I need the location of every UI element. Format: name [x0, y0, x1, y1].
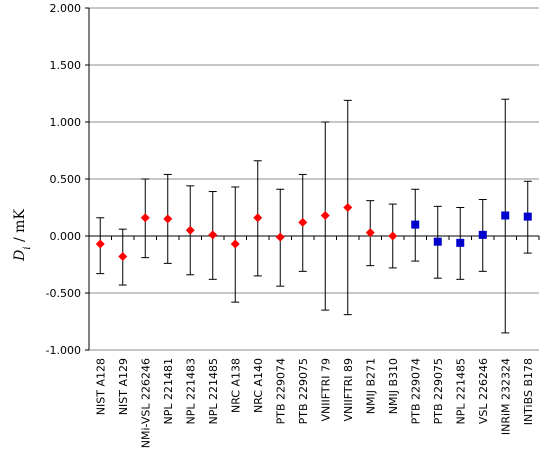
- y-tick-label: 0.500: [50, 173, 82, 186]
- axes: [88, 8, 540, 350]
- x-category-label: NPL 221485: [454, 358, 467, 424]
- data-point-diamond: [388, 231, 398, 241]
- x-category-label: NPL 221485: [207, 358, 220, 424]
- error-bars: [96, 98, 532, 334]
- data-point-square: [501, 211, 510, 220]
- x-category-label: NRC A140: [252, 358, 265, 413]
- data-point-diamond: [275, 232, 285, 242]
- y-tick-label: 1.500: [50, 59, 82, 72]
- x-category-label: PTB 229075: [432, 358, 445, 424]
- x-category-label: INTiBS B178: [522, 358, 535, 425]
- x-category-label: PTB 229074: [409, 358, 422, 424]
- y-tick-label: -0.500: [46, 287, 81, 300]
- x-category-label: VNIIFTRI 79: [319, 358, 332, 421]
- gridlines: [89, 7, 539, 351]
- x-category-label: NIST A129: [117, 358, 130, 415]
- data-point-square: [478, 230, 487, 239]
- x-category-label: PTB 229075: [297, 358, 310, 424]
- data-point-diamond: [185, 225, 195, 235]
- x-category-label: NIST A128: [94, 358, 107, 415]
- data-point-diamond: [208, 230, 218, 240]
- x-category-label: VNIIFTRI 89: [342, 358, 355, 421]
- data-point-square: [433, 237, 442, 246]
- data-point-diamond: [298, 217, 308, 227]
- y-tick-label: 0.000: [50, 230, 82, 243]
- x-category-label: INRiM 232324: [499, 358, 512, 435]
- data-point-diamond: [118, 252, 128, 262]
- x-category-labels: NIST A128 NIST A129 NMi-VSL 226246 NPL 2214…: [94, 358, 535, 448]
- data-point-diamond: [140, 213, 150, 223]
- y-axis-title-var: D: [12, 250, 28, 262]
- y-axis-title-unit: / mK: [12, 209, 28, 247]
- data-point-diamond: [95, 239, 105, 249]
- data-point-square: [411, 220, 420, 229]
- y-tick-label: 2.000: [50, 2, 82, 15]
- x-category-label: NRC A138: [229, 358, 242, 413]
- x-category-label: NMIJ B271: [364, 358, 377, 414]
- y-axis-title: Di / mK: [12, 209, 33, 262]
- y-axis-ticks: -1.000 -0.500 0.000 0.500 1.000 1.500 2.000: [46, 2, 89, 357]
- data-point-diamond: [343, 203, 353, 212]
- data-point-diamond: [253, 213, 263, 223]
- data-point-square: [456, 238, 465, 247]
- x-category-label: NPL 221483: [184, 358, 197, 424]
- x-category-label: NMi-VSL 226246: [139, 358, 152, 448]
- data-point-diamond: [365, 228, 375, 238]
- x-category-label: PTB 229074: [274, 358, 287, 424]
- x-category-label: NMIJ B310: [387, 358, 400, 414]
- data-markers: [95, 203, 532, 262]
- x-category-label: NPL 221481: [162, 358, 175, 424]
- y-tick-label: -1.000: [46, 344, 81, 357]
- y-axis-title-sub: i: [22, 246, 33, 249]
- y-tick-label: 1.000: [50, 116, 82, 129]
- data-point-square: [523, 212, 532, 221]
- data-point-diamond: [320, 210, 330, 220]
- data-point-diamond: [230, 239, 240, 249]
- data-point-diamond: [163, 214, 173, 224]
- x-category-label: VSL 226246: [477, 358, 490, 424]
